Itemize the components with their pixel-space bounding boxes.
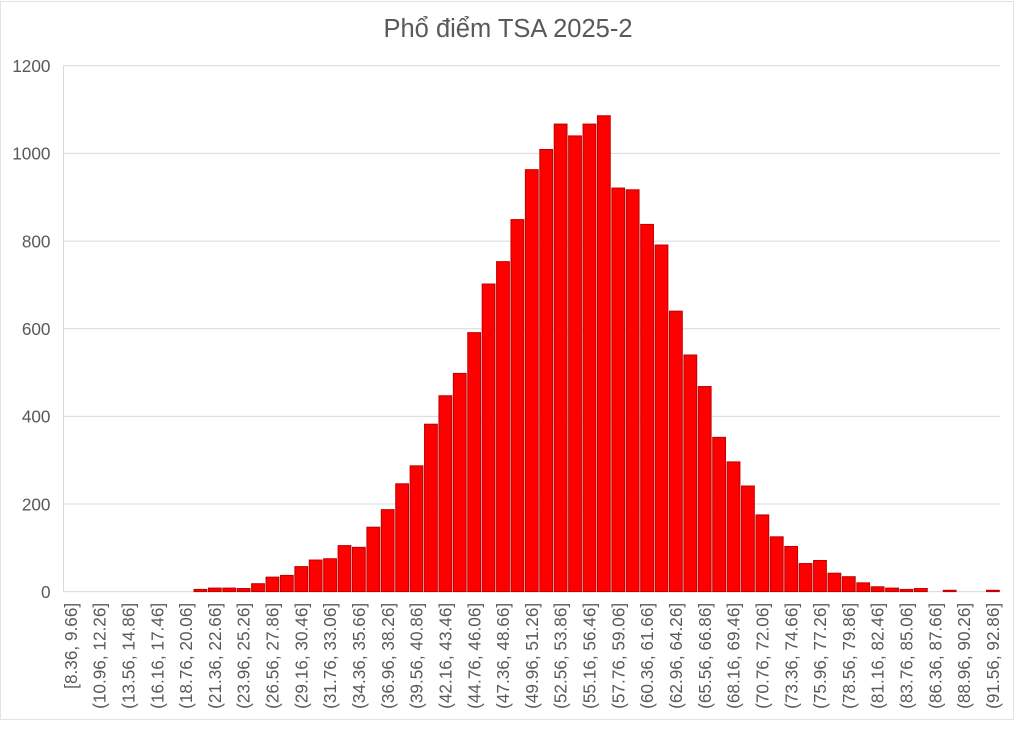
svg-text:(21.36, 22.66]: (21.36, 22.66] [205,603,225,709]
svg-text:1000: 1000 [12,144,50,164]
svg-text:(83.76, 85.06]: (83.76, 85.06] [897,603,917,709]
svg-text:(44.76, 46.06]: (44.76, 46.06] [464,603,484,709]
svg-text:(34.36, 35.66]: (34.36, 35.66] [349,603,369,709]
svg-text:(49.96, 51.26]: (49.96, 51.26] [522,603,542,709]
svg-text:1200: 1200 [12,56,50,76]
svg-text:(70.76, 72.06]: (70.76, 72.06] [752,603,772,709]
svg-text:(78.56, 79.86]: (78.56, 79.86] [839,603,859,709]
svg-text:(86.36, 87.66]: (86.36, 87.66] [925,603,945,709]
svg-text:(23.96, 25.26]: (23.96, 25.26] [234,603,254,709]
svg-text:800: 800 [22,231,51,251]
svg-text:(42.16, 43.46]: (42.16, 43.46] [435,603,455,709]
svg-text:(39.56, 40.86]: (39.56, 40.86] [407,603,427,709]
svg-text:(60.36, 61.66]: (60.36, 61.66] [637,603,657,709]
svg-text:400: 400 [22,407,51,427]
svg-text:(55.16, 56.46]: (55.16, 56.46] [580,603,600,709]
svg-text:(57.76, 59.06]: (57.76, 59.06] [608,603,628,709]
svg-text:(68.16, 69.46]: (68.16, 69.46] [724,603,744,709]
svg-text:(73.36, 74.66]: (73.36, 74.66] [781,603,801,709]
svg-text:(26.56, 27.86]: (26.56, 27.86] [263,603,283,709]
svg-text:(65.56, 66.86]: (65.56, 66.86] [695,603,715,709]
svg-text:Phổ điểm TSA 2025-2: Phổ điểm TSA 2025-2 [383,15,632,43]
svg-text:600: 600 [22,319,51,339]
svg-text:(91.56, 92.86]: (91.56, 92.86] [983,603,1003,709]
svg-text:200: 200 [22,494,51,514]
svg-text:(36.96, 38.26]: (36.96, 38.26] [378,603,398,709]
svg-text:(16.16, 17.46]: (16.16, 17.46] [147,603,167,709]
svg-text:(47.36, 48.66]: (47.36, 48.66] [493,603,513,709]
svg-text:(18.76, 20.06]: (18.76, 20.06] [176,603,196,709]
svg-text:(75.96, 77.26]: (75.96, 77.26] [810,603,830,709]
svg-text:(10.96, 12.26]: (10.96, 12.26] [90,603,110,709]
svg-text:(31.76, 33.06]: (31.76, 33.06] [320,603,340,709]
svg-text:(62.96, 64.26]: (62.96, 64.26] [666,603,686,709]
svg-text:0: 0 [41,582,51,602]
svg-text:[8.36, 9.66]: [8.36, 9.66] [61,603,81,689]
svg-text:(52.56, 53.86]: (52.56, 53.86] [551,603,571,709]
svg-text:(81.16, 82.46]: (81.16, 82.46] [868,603,888,709]
svg-text:(13.56, 14.86]: (13.56, 14.86] [118,603,138,709]
svg-text:(29.16, 30.46]: (29.16, 30.46] [291,603,311,709]
svg-text:(88.96, 90.26]: (88.96, 90.26] [954,603,974,709]
